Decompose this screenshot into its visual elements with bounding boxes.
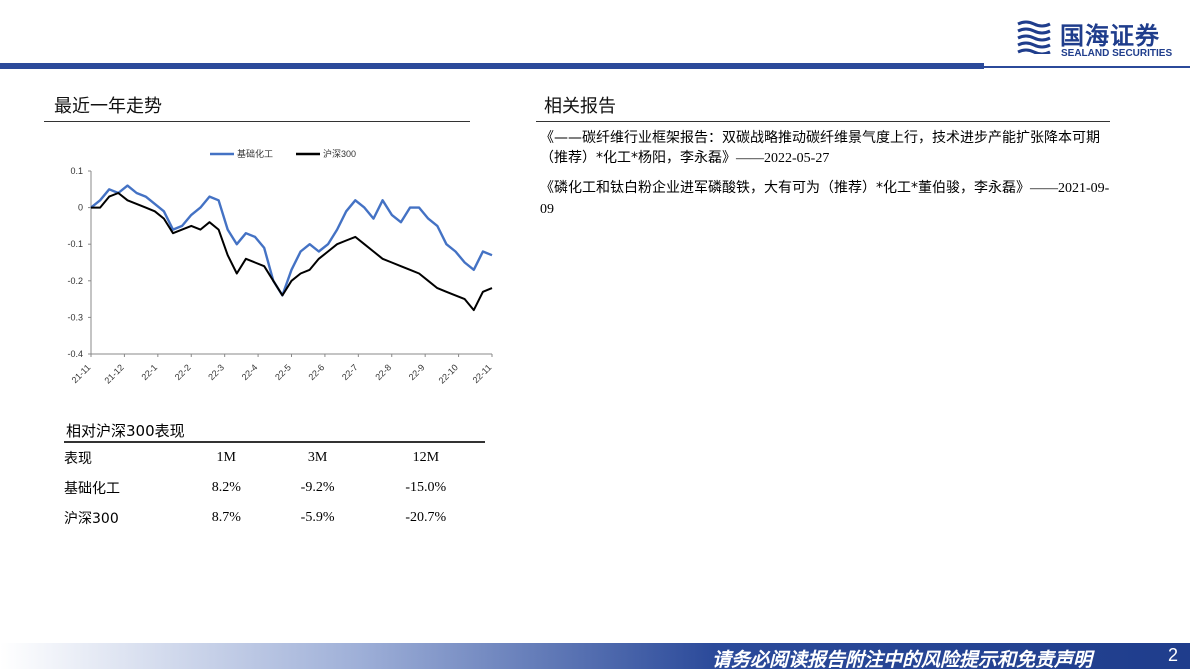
report-link[interactable]: 《磷化工和钛白粉企业进军磷酸铁，大有可为（推荐）*化工*董伯骏，李永磊》——20… xyxy=(540,178,1110,220)
brand-name-cn: 国海证券 xyxy=(1060,22,1160,50)
x-tick-label: 22-7 xyxy=(340,362,360,382)
y-tick-label: -0.3 xyxy=(67,312,83,322)
table-row: 基础化工 8.2% -9.2% -15.0% xyxy=(64,473,485,503)
disclaimer-text: 请务必阅读报告附注中的风险提示和免责声明 xyxy=(711,649,1092,669)
report-date: ——2022-05-27 xyxy=(736,151,830,166)
table-cell: -9.2% xyxy=(300,479,335,495)
x-tick-label: 22-9 xyxy=(407,362,427,382)
report-date: ——2021-09-09 xyxy=(540,181,1110,217)
x-tick-label: 22-5 xyxy=(273,362,293,382)
x-tick-label: 22-2 xyxy=(173,362,193,382)
reports-section-title: 相关报告 xyxy=(544,96,616,117)
brand-name-en: SEALAND SECURITIES xyxy=(1061,48,1173,59)
table-cell: -15.0% xyxy=(405,479,447,495)
trend-section-underline xyxy=(44,121,470,122)
footer-bar xyxy=(0,643,1190,669)
reports-section-underline xyxy=(536,121,1110,122)
header-cell: 12M xyxy=(412,449,440,465)
y-tick-label: 0.1 xyxy=(70,166,83,176)
row-label: 沪深300 xyxy=(64,510,119,527)
header-divider xyxy=(0,63,984,69)
table-cell: 8.2% xyxy=(211,479,241,495)
brand-logo: 国海证券 SEALAND SECURITIES xyxy=(1016,16,1181,62)
table-cell: -20.7% xyxy=(405,509,447,525)
header-cell: 表现 xyxy=(64,450,92,467)
header-divider-right xyxy=(984,66,1190,68)
y-tick-label: -0.4 xyxy=(67,349,83,359)
trend-chart-svg: 0.1 0 -0.1 -0.2 -0.3 -0.4 21-11 21-12 22-1 22-2 22… xyxy=(67,148,494,386)
y-tick-label: 0 xyxy=(78,203,83,213)
performance-header-row: 表现 1M 3M 12M xyxy=(64,442,485,473)
performance-title: 相对沪深300表现 xyxy=(66,422,185,440)
legend-label: 基础化工 xyxy=(237,148,273,159)
x-tick-label: 22-11 xyxy=(471,362,494,385)
trend-chart: 0.1 0 -0.1 -0.2 -0.3 -0.4 21-11 21-12 22-1 22-2 22… xyxy=(50,140,510,400)
y-tick-label: -0.2 xyxy=(67,276,83,286)
x-tick-label: 22-6 xyxy=(307,362,327,382)
y-tick-label: -0.1 xyxy=(67,239,83,249)
x-tick-label: 22-4 xyxy=(240,362,260,382)
x-tick-label: 22-3 xyxy=(206,362,226,382)
related-reports-list: 《——碳纤维行业框架报告：双碳战略推动碳纤维景气度上行，技术进步产能扩张降本可期… xyxy=(540,128,1110,229)
report-link[interactable]: 《——碳纤维行业框架报告：双碳战略推动碳纤维景气度上行，技术进步产能扩张降本可期… xyxy=(540,128,1110,169)
trend-section-title: 最近一年走势 xyxy=(54,96,162,117)
table-cell: 8.7% xyxy=(211,509,241,525)
x-tick-label: 21-11 xyxy=(70,362,93,385)
series-line xyxy=(90,184,493,297)
header-cell: 3M xyxy=(307,449,328,465)
x-tick-label: 22-10 xyxy=(437,362,460,385)
page-number: 2 xyxy=(1167,645,1178,665)
legend-label: 沪深300 xyxy=(323,148,356,159)
table-cell: -5.9% xyxy=(300,509,335,525)
x-tick-label: 22-1 xyxy=(139,362,159,382)
performance-divider xyxy=(64,441,485,442)
header-cell: 1M xyxy=(216,449,236,465)
x-tick-label: 21-12 xyxy=(102,362,125,385)
row-label: 基础化工 xyxy=(64,480,120,497)
report-title: 《——碳纤维行业框架报告：双碳战略推动碳纤维景气度上行，技术进步产能扩张降本可期… xyxy=(540,130,1100,166)
performance-table: 表现 1M 3M 12M 基础化工 8.2% -9.2% -15.0% 沪深30… xyxy=(64,442,485,533)
x-tick-label: 22-8 xyxy=(373,362,393,382)
report-title: 《磷化工和钛白粉企业进军磷酸铁，大有可为（推荐）*化工*董伯骏，李永磊》 xyxy=(540,180,1030,196)
series-line xyxy=(91,192,493,312)
sealand-logo-icon xyxy=(1016,18,1052,54)
table-row: 沪深300 8.7% -5.9% -20.7% xyxy=(64,503,485,533)
